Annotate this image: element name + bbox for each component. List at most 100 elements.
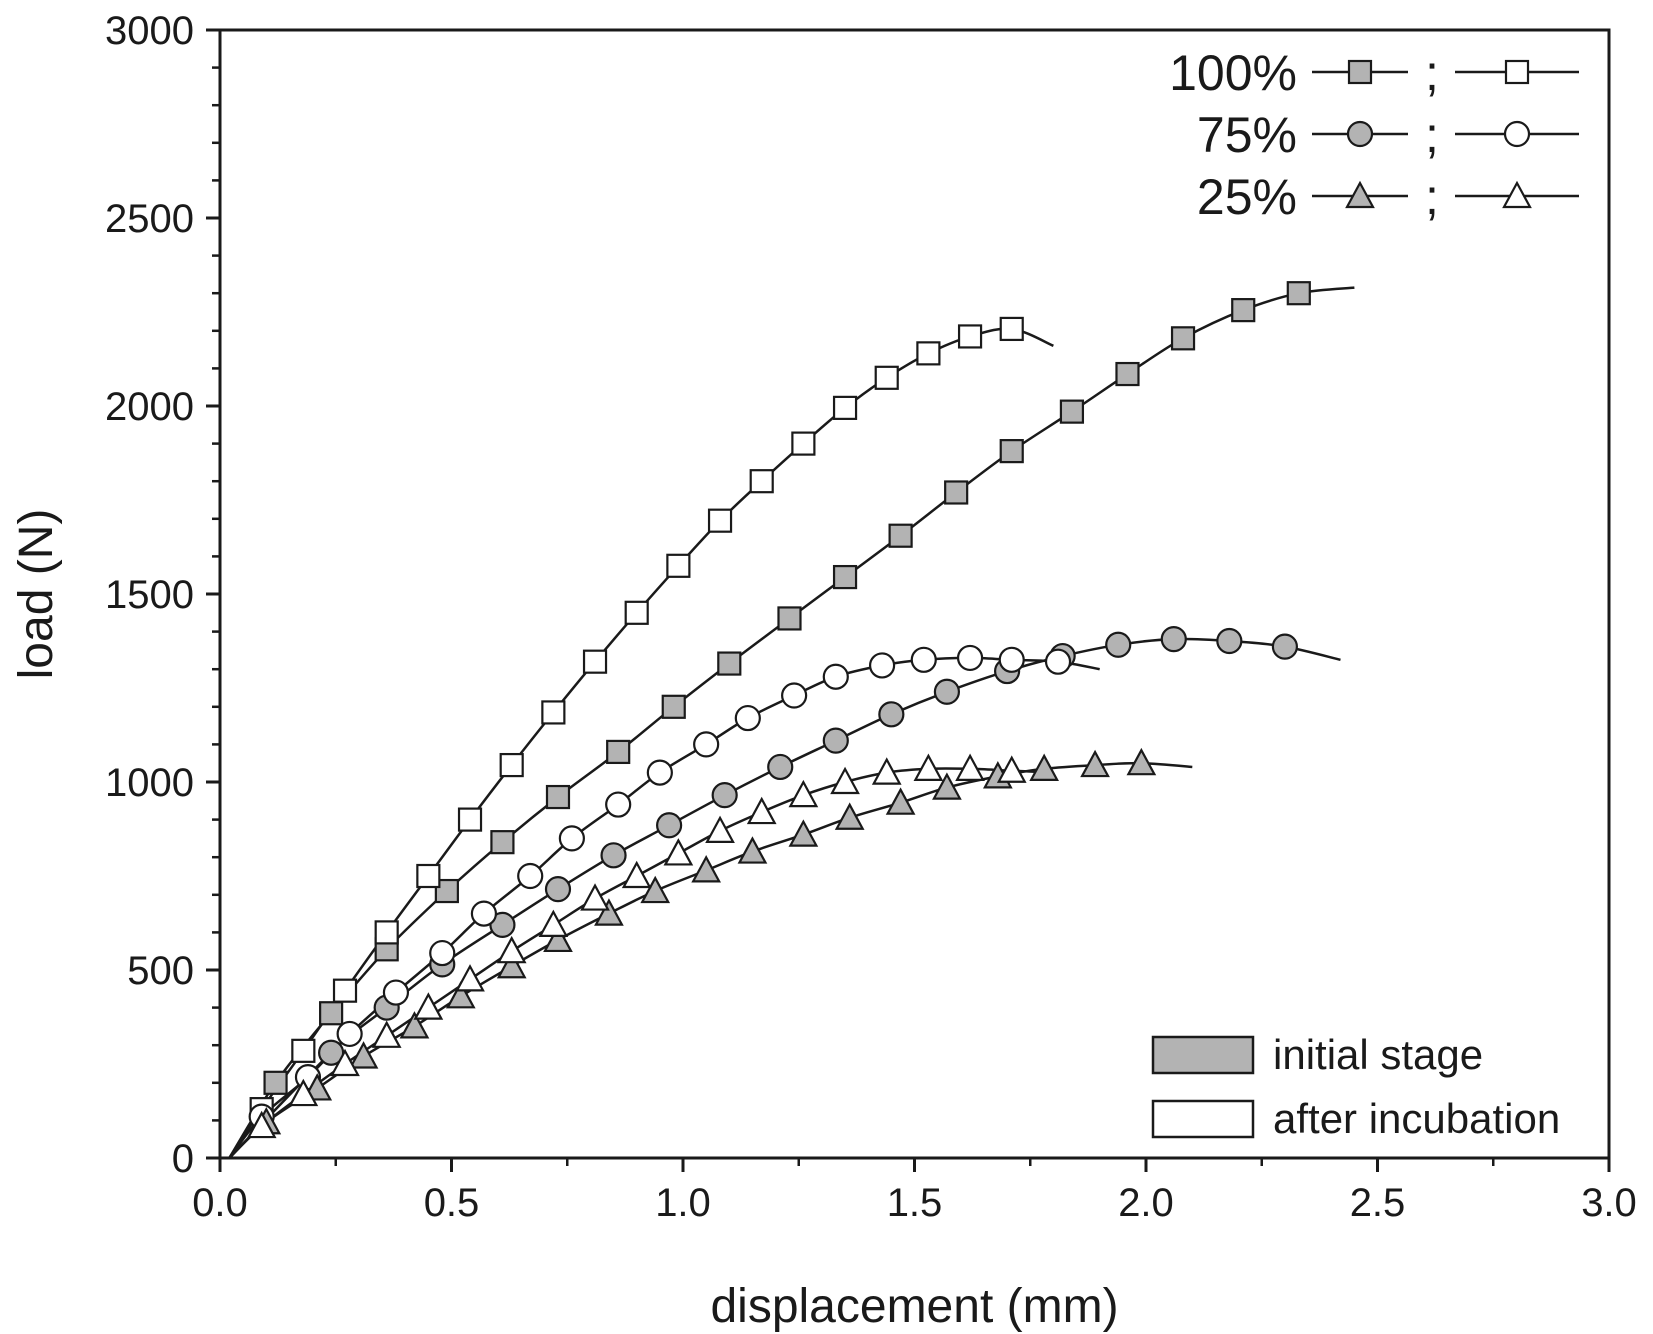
data-point [319,1001,344,1026]
data-point [445,981,476,1009]
data-point [263,1070,288,1095]
y-tick-label: 2500 [105,197,194,241]
data-point [1029,753,1059,781]
data-point [957,324,983,349]
legend-separator: ; [1425,107,1439,163]
data-point [1216,627,1243,655]
data-point [624,600,649,625]
x-axis-title: displacement (mm) [710,1280,1118,1333]
data-point [646,759,673,786]
data-point [640,875,671,904]
legend-separator: ; [1425,169,1439,225]
y-tick-label: 2000 [105,385,194,429]
legend-marker-initial [1347,59,1373,85]
data-point [496,950,527,979]
data-point [429,939,456,967]
data-point [878,701,905,728]
data-point [1059,399,1085,424]
data-point [470,900,498,927]
data-point [291,1038,316,1063]
data-point [999,316,1024,342]
legend-separator: ; [1425,45,1439,101]
data-point [288,1078,319,1107]
data-point [749,469,774,494]
data-point [600,842,627,869]
x-tick-label: 3.0 [1581,1181,1637,1225]
data-point [517,862,544,890]
series-line-5 [228,761,1193,1159]
data-point [707,508,733,533]
data-point [944,480,969,505]
data-point [330,1048,360,1077]
data-point [999,439,1024,464]
data-point [996,755,1027,783]
data-point [832,395,858,420]
legend-marker-initial [1345,180,1375,209]
fill-legend-label: initial stage [1273,1031,1483,1078]
data-point [545,784,571,810]
data-point [998,646,1025,673]
series-markers [246,281,1311,1139]
data-point [490,830,515,855]
data-point [830,766,860,795]
data-point [1231,298,1256,323]
data-point [910,646,937,673]
legend-marker-incubation [1502,180,1532,209]
data-point [496,935,527,964]
data-point [336,1020,363,1048]
x-tick-label: 0.0 [192,1181,248,1225]
data-point [693,731,720,758]
data-point [558,825,585,852]
data-point [399,1011,430,1039]
data-point [666,553,691,578]
data-point [606,739,631,765]
data-point [455,964,485,992]
y-tick-label: 1000 [105,761,194,805]
data-point [885,787,916,815]
data-point [582,649,608,674]
data-point [933,678,961,705]
data-point [1044,648,1072,675]
axis-ticks: 0.0 0.5 1.0 1.5 2.0 2.5 3.0 0 500 1000 1500 2000 250… [105,9,1637,1225]
data-point [932,772,962,800]
data-point [874,365,899,390]
data-point [913,753,944,781]
data-point [457,807,483,832]
data-point [791,431,816,456]
data-point [371,1020,402,1048]
data-point [834,802,865,830]
x-tick-label: 2.0 [1118,1181,1174,1225]
y-tick-label: 500 [127,949,194,993]
fill-legend-swatch [1151,1035,1255,1075]
data-point [499,752,524,778]
data-point [871,757,902,785]
data-point [543,924,573,953]
data-point [717,651,742,676]
legend-marker-initial [1346,120,1374,148]
data-point [705,815,735,843]
data-point [580,883,610,911]
fill-legend-label: after incubation [1273,1095,1560,1142]
data-point [832,564,858,590]
y-axis-title: load (N) [10,509,63,680]
series-line-6 [228,767,1054,1159]
data-point [734,704,761,732]
data-point [544,876,572,903]
x-tick-label: 2.5 [1350,1181,1406,1225]
data-point [434,878,459,904]
x-tick-label: 1.5 [887,1181,943,1225]
data-point [1271,633,1299,660]
data-point [781,682,808,709]
marker-legend: 100% ; 75% ; 25%; [1169,45,1579,225]
data-point [956,644,984,672]
legend-label: 100% [1169,45,1297,101]
series-line-4 [228,656,1100,1159]
data-point [656,812,683,839]
data-point [788,779,819,808]
y-tick-label: 3000 [105,9,194,53]
data-point [1115,361,1140,387]
series-line-3 [228,637,1341,1159]
data-point [413,992,444,1020]
data-point [746,796,777,825]
data-point [1286,281,1311,306]
